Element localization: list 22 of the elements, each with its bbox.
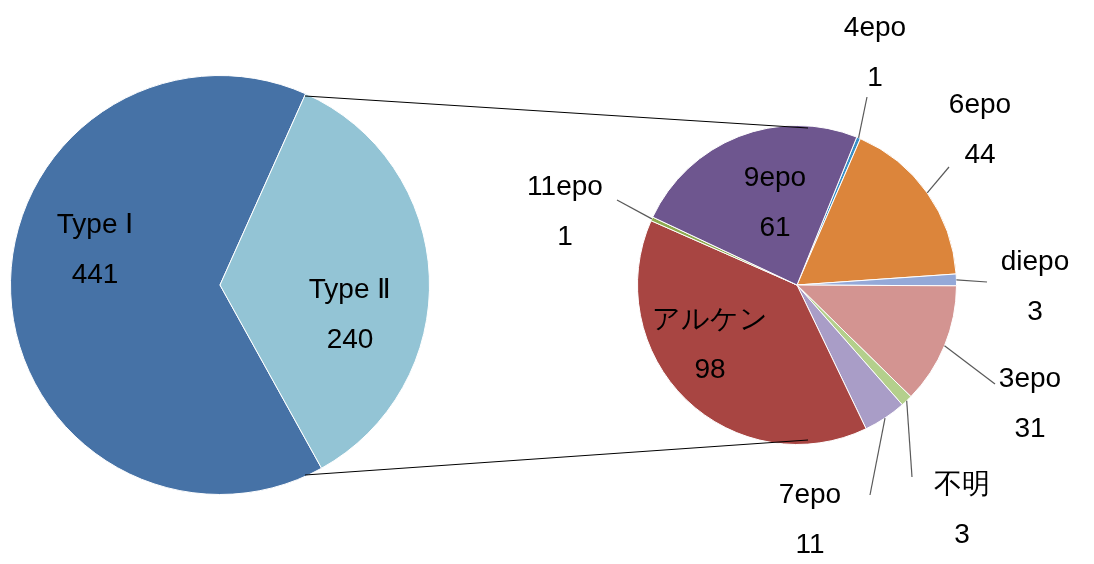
data-label: 1 <box>557 219 573 251</box>
data-label: 61 <box>759 210 791 242</box>
data-label: 3 <box>1027 294 1043 326</box>
data-label: 44 <box>964 137 996 169</box>
slice-label: アルケン <box>652 302 768 334</box>
slice-label: 6epo <box>948 87 1012 119</box>
slice-label: 不明 <box>934 467 990 499</box>
slice-label: Type Ⅰ <box>56 207 134 239</box>
data-label: 31 <box>1014 411 1046 443</box>
data-label: 3 <box>954 517 970 549</box>
slice-label: 7epo <box>778 477 842 509</box>
data-label: 11 <box>795 527 825 559</box>
data-label: 98 <box>694 352 726 384</box>
slice-label: diepo <box>1000 244 1070 276</box>
slice-label: 3epo <box>998 361 1062 393</box>
slice-label: 11epo <box>527 169 603 201</box>
slice-label: 9epo <box>743 160 807 192</box>
slice-label: 4epo <box>843 10 907 42</box>
data-label: 1 <box>867 60 883 92</box>
data-label: 441 <box>71 257 119 289</box>
slice-label: Type Ⅱ <box>308 272 392 304</box>
data-label: 240 <box>326 322 374 354</box>
